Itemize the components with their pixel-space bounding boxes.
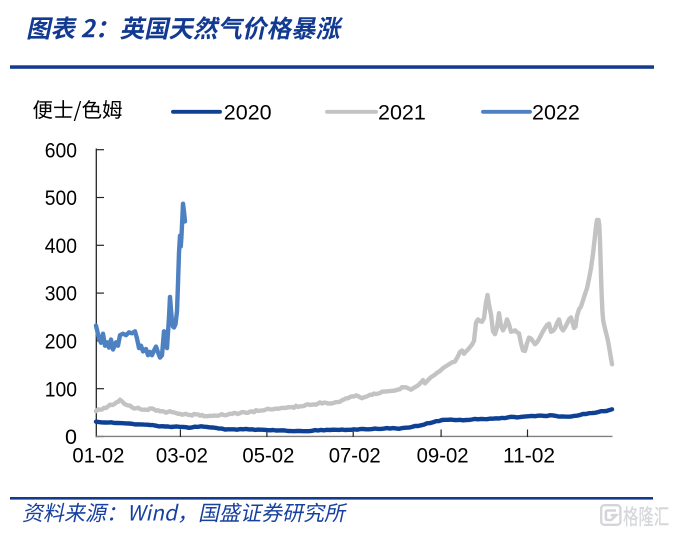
svg-text:0: 0 — [65, 425, 77, 449]
svg-text:07-02: 07-02 — [329, 445, 381, 468]
svg-text:03-02: 03-02 — [156, 445, 208, 468]
svg-text:500: 500 — [45, 186, 77, 210]
svg-text:2022: 2022 — [532, 100, 580, 124]
svg-text:200: 200 — [45, 330, 77, 354]
svg-text:600: 600 — [45, 138, 77, 162]
svg-text:01-02: 01-02 — [72, 445, 124, 468]
svg-text:09-02: 09-02 — [417, 445, 469, 468]
svg-text:300: 300 — [45, 282, 77, 306]
svg-text:400: 400 — [45, 234, 77, 258]
svg-text:05-02: 05-02 — [242, 445, 294, 468]
svg-text:11-02: 11-02 — [503, 445, 555, 468]
svg-text:2020: 2020 — [224, 100, 272, 124]
svg-text:2021: 2021 — [378, 100, 426, 124]
svg-text:100: 100 — [45, 377, 77, 401]
